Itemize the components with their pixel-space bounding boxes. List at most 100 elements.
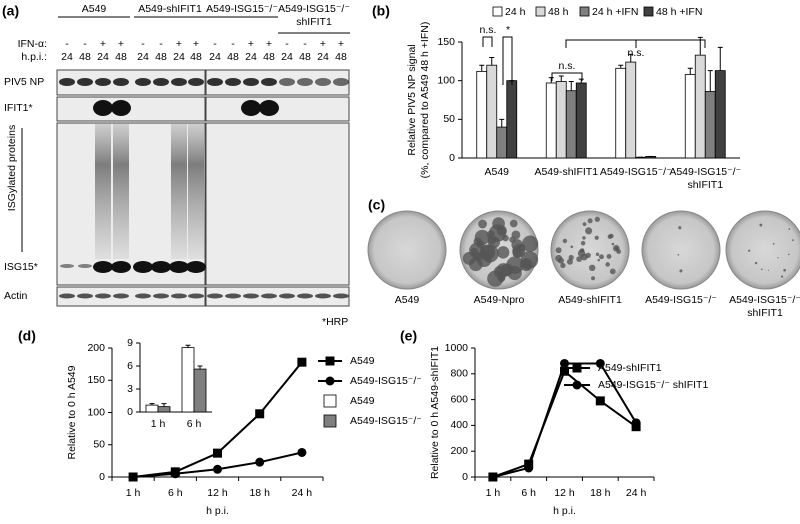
y-tick-label: 50 — [93, 439, 105, 451]
blot-smear — [113, 124, 129, 259]
error-bar — [578, 78, 584, 83]
bar — [555, 81, 567, 159]
plaque — [570, 245, 574, 249]
plaque — [588, 264, 596, 272]
y-axis-label: Relative to 0 h A549-shIFIT1 — [429, 346, 441, 479]
plaque — [560, 262, 566, 269]
panel-label: (c) — [368, 197, 385, 213]
sig-bracket — [482, 36, 493, 47]
blot-band — [60, 264, 74, 268]
blot-band — [225, 78, 241, 86]
legend-swatch — [323, 394, 337, 408]
plaque — [780, 275, 784, 278]
bar — [615, 67, 627, 159]
bar — [625, 61, 637, 159]
hpi-value: 24 — [317, 51, 329, 63]
blot-band — [111, 100, 131, 116]
hpi-value: 48 — [79, 51, 91, 63]
plaque — [479, 244, 496, 261]
hpi-value: 24 — [245, 51, 257, 63]
blot-band — [113, 78, 129, 86]
annotation: n.s. — [559, 60, 576, 72]
row-label: ISG15* — [4, 261, 38, 273]
ifn-sign: + — [100, 38, 106, 50]
x-tick-label: 6 h — [187, 418, 202, 430]
plaque — [748, 249, 751, 252]
plaque — [585, 252, 591, 259]
blot-band — [315, 78, 331, 86]
x-tick-label: 18 h — [249, 487, 270, 499]
blot-panel — [56, 286, 206, 307]
blot-band — [135, 293, 151, 299]
hpi-value: 24 — [97, 51, 109, 63]
plaque — [605, 262, 610, 267]
group-label: shIFIT1 — [296, 16, 332, 28]
marker — [297, 447, 307, 457]
plaque — [557, 257, 564, 264]
blot-panel — [56, 96, 206, 122]
ifn-sign: + — [338, 38, 344, 50]
plate — [725, 210, 800, 290]
x-tick-label: 24 h — [626, 487, 647, 499]
plaque — [488, 224, 507, 242]
plaque — [566, 258, 573, 265]
blot-band — [93, 261, 113, 273]
marker — [297, 357, 307, 367]
blot-panel — [205, 122, 350, 286]
plate-label: A549-Npro — [474, 294, 525, 306]
error-bar — [149, 403, 155, 406]
plate — [550, 210, 630, 290]
plaque — [606, 253, 612, 259]
ifn-sign: + — [118, 38, 124, 50]
plaque — [521, 235, 539, 252]
bar — [684, 74, 696, 159]
y-tick-label: 100 — [87, 406, 105, 418]
plaque — [788, 228, 791, 230]
legend-label: A549 — [350, 395, 375, 407]
panel-label: (e) — [400, 328, 417, 344]
legend-swatch — [643, 6, 654, 17]
blot-band — [333, 78, 349, 86]
error-bar — [687, 67, 693, 75]
marker — [213, 464, 222, 474]
x-tick-label: 1 h — [486, 487, 501, 499]
marker — [325, 376, 335, 386]
plaque — [754, 261, 758, 265]
ifn-sign: - — [65, 38, 69, 50]
blot-band — [261, 78, 277, 86]
x-tick-label: 18 h — [590, 487, 611, 499]
plaque — [582, 236, 586, 240]
y-axis-label: Relative to 0 h A549 — [66, 365, 78, 459]
x-tick-label: shIFIT1 — [687, 179, 723, 191]
blot-band — [95, 293, 111, 299]
marker — [595, 358, 605, 368]
marker — [524, 463, 534, 473]
plaque — [582, 222, 587, 227]
error-bar — [489, 56, 495, 66]
ifn-sign: - — [159, 38, 163, 50]
ifn-sign: - — [285, 38, 289, 50]
ifn-sign: - — [141, 38, 145, 50]
blot-band — [279, 293, 295, 299]
legend-label: 24 h +IFN — [592, 6, 638, 18]
blot-smear — [171, 124, 187, 259]
plaque — [759, 223, 763, 227]
y-tick-label: 1000 — [445, 342, 469, 354]
blot-band — [297, 293, 313, 299]
plaque — [767, 269, 769, 271]
panel-label: (d) — [18, 328, 36, 344]
bar — [181, 347, 195, 413]
blot-band — [153, 78, 169, 86]
hpi-label: h.p.i.: — [21, 51, 47, 63]
plaque — [597, 258, 601, 262]
blot-band — [151, 261, 171, 273]
plate — [367, 210, 447, 290]
blot-band — [225, 293, 241, 299]
plaque — [611, 242, 615, 246]
legend-label: A549-ISG15⁻/⁻ — [350, 375, 422, 387]
plaque — [496, 263, 511, 278]
blot-band — [297, 78, 313, 86]
x-tick-label: 6 h — [521, 487, 536, 499]
marker — [631, 418, 641, 428]
